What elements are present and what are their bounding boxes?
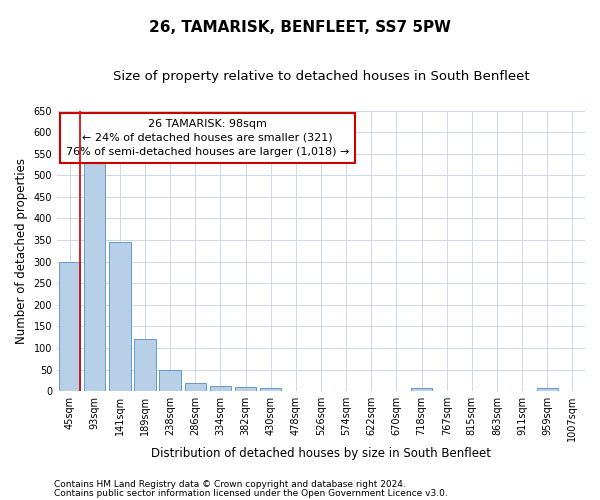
- Title: Size of property relative to detached houses in South Benfleet: Size of property relative to detached ho…: [113, 70, 529, 83]
- Bar: [210, 386, 231, 391]
- Text: Contains HM Land Registry data © Crown copyright and database right 2024.: Contains HM Land Registry data © Crown c…: [54, 480, 406, 489]
- Y-axis label: Number of detached properties: Number of detached properties: [15, 158, 28, 344]
- Bar: [134, 340, 156, 391]
- Bar: [411, 388, 432, 391]
- Bar: [109, 242, 131, 391]
- Text: Contains public sector information licensed under the Open Government Licence v3: Contains public sector information licen…: [54, 488, 448, 498]
- Bar: [160, 370, 181, 391]
- Text: 26 TAMARISK: 98sqm
← 24% of detached houses are smaller (321)
76% of semi-detach: 26 TAMARISK: 98sqm ← 24% of detached hou…: [66, 119, 349, 157]
- Bar: [260, 388, 281, 391]
- X-axis label: Distribution of detached houses by size in South Benfleet: Distribution of detached houses by size …: [151, 447, 491, 460]
- Bar: [59, 262, 80, 391]
- Bar: [84, 162, 106, 391]
- Bar: [235, 387, 256, 391]
- Bar: [185, 382, 206, 391]
- Bar: [536, 388, 558, 391]
- Text: 26, TAMARISK, BENFLEET, SS7 5PW: 26, TAMARISK, BENFLEET, SS7 5PW: [149, 20, 451, 35]
